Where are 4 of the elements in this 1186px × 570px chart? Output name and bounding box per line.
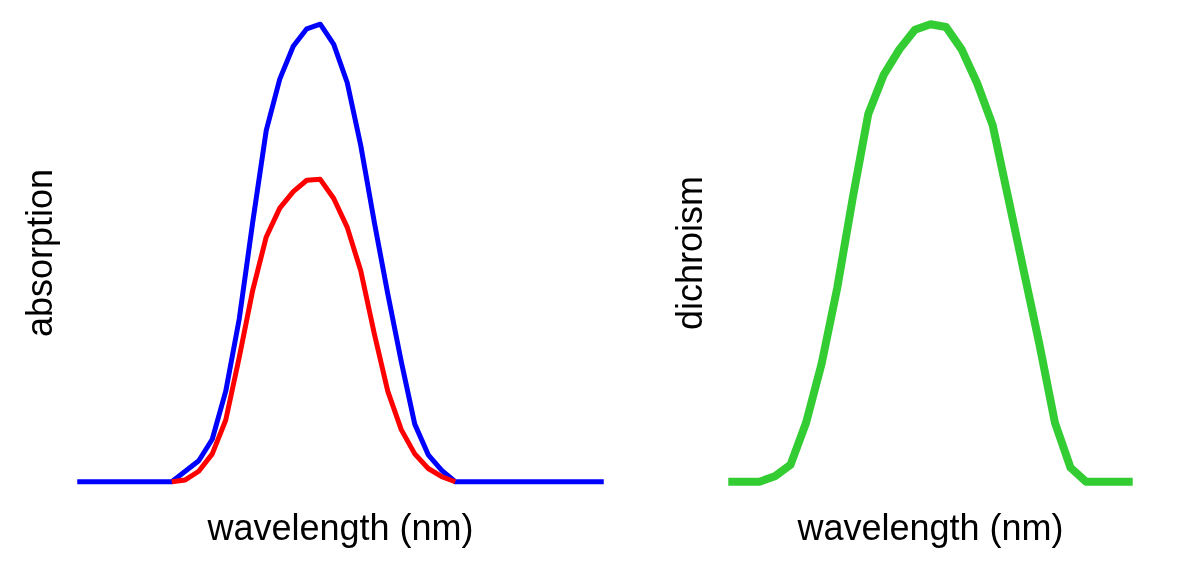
x-axis-title: wavelength (nm) [206, 506, 474, 548]
y-axis-title: absorption [18, 168, 60, 338]
y-axis-title: dichroism [668, 175, 710, 331]
x-axis-title: wavelength (nm) [796, 506, 1064, 548]
